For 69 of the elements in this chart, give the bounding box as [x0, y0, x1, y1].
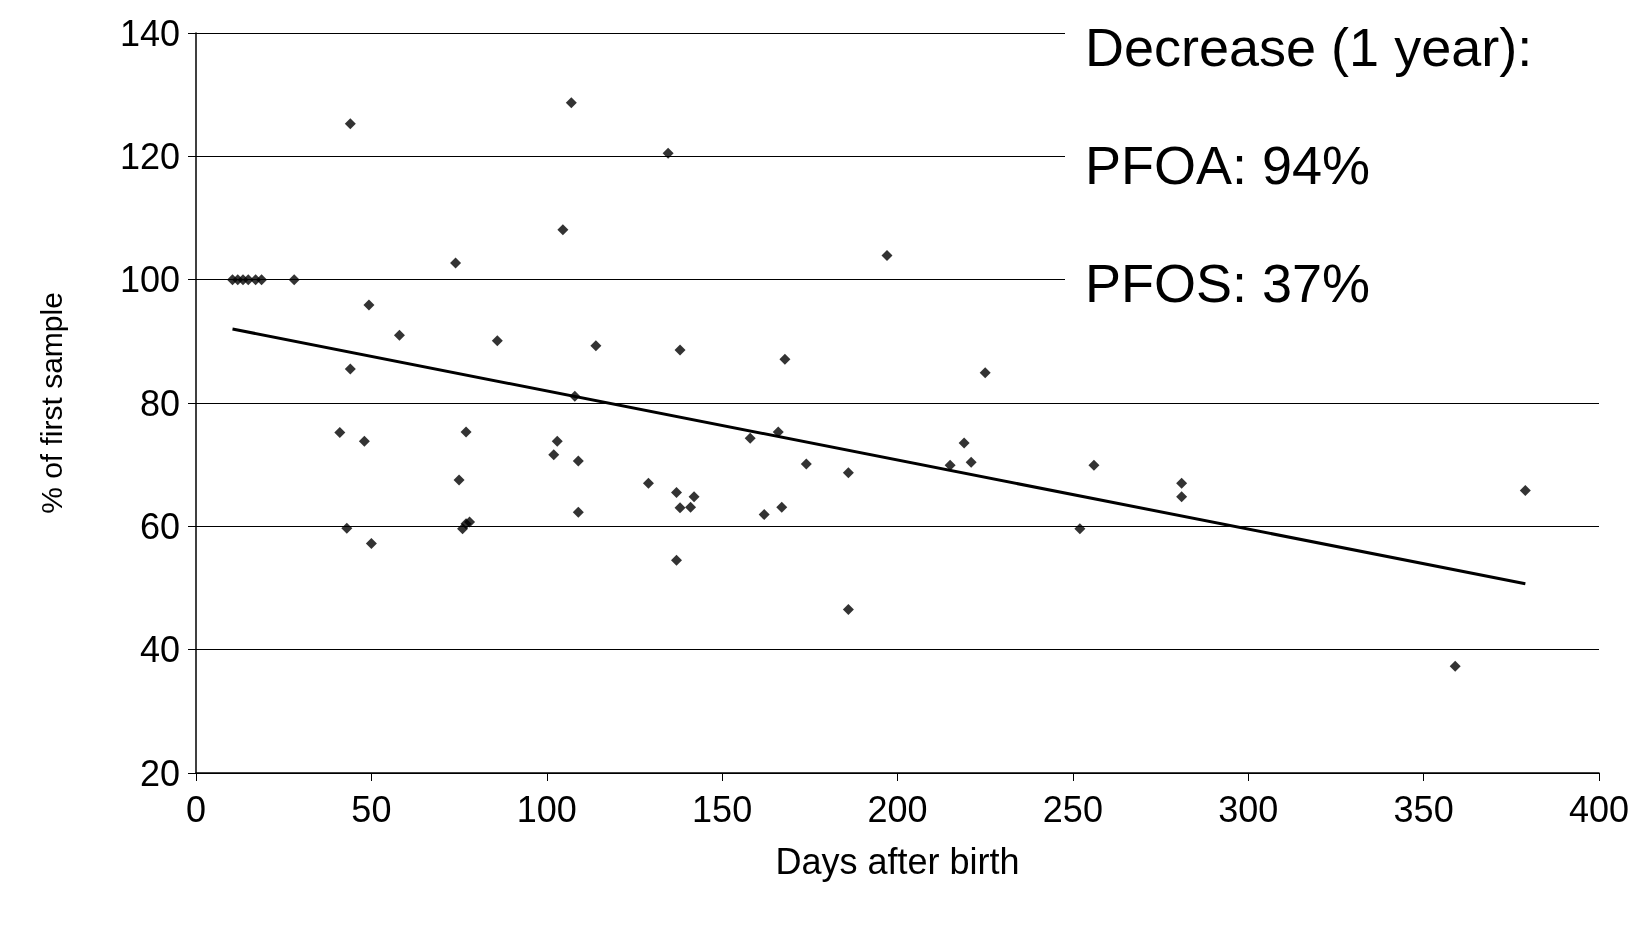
x-tick-label: 150 [692, 788, 753, 830]
point [363, 299, 375, 311]
point [944, 459, 956, 471]
point [460, 426, 472, 438]
point [590, 340, 602, 352]
point [334, 427, 346, 439]
x-tick-label: 200 [867, 788, 928, 830]
point [642, 477, 654, 489]
point [685, 501, 697, 513]
point [1449, 660, 1461, 672]
point [958, 437, 970, 449]
point [288, 274, 300, 286]
point [842, 467, 854, 479]
point [1176, 491, 1188, 503]
point [1088, 459, 1100, 471]
point [464, 516, 476, 528]
x-axis-title: Days after birth [775, 840, 1020, 882]
point [1519, 485, 1531, 497]
point [1074, 523, 1086, 535]
y-tick-label: 120 [119, 135, 180, 177]
y-tick-label: 40 [139, 629, 180, 671]
y-tick-label: 20 [139, 752, 180, 794]
x-tick-label: 400 [1568, 788, 1630, 830]
point [671, 486, 683, 498]
point [393, 329, 405, 341]
point [674, 344, 686, 356]
point [572, 455, 584, 467]
x-tick-label: 250 [1042, 788, 1103, 830]
point [557, 224, 569, 236]
y-tick-label: 140 [119, 12, 180, 54]
annotation: Decrease (1 year): [1085, 17, 1533, 77]
point [965, 456, 977, 468]
x-tick-label: 50 [351, 788, 392, 830]
point [671, 554, 683, 566]
point [744, 432, 756, 444]
point [491, 335, 503, 347]
point [565, 97, 577, 109]
point [674, 502, 686, 514]
point [344, 118, 356, 130]
point [800, 458, 812, 470]
annotation: PFOA: 94% [1085, 135, 1371, 195]
y-tick-label: 100 [119, 259, 180, 301]
point [662, 147, 674, 159]
point [881, 250, 893, 262]
point [842, 604, 854, 616]
point [979, 367, 991, 379]
x-tick-label: 0 [185, 788, 207, 830]
x-tick-label: 350 [1393, 788, 1454, 830]
point [1176, 477, 1188, 489]
point [779, 353, 791, 365]
point [688, 491, 700, 503]
point [358, 435, 370, 447]
point [758, 509, 770, 521]
point [256, 274, 268, 286]
y-tick-label: 60 [139, 505, 180, 547]
point [572, 506, 584, 518]
point [551, 435, 563, 447]
annotation: PFOS: 37% [1085, 253, 1371, 313]
point [548, 449, 560, 461]
x-tick-label: 100 [516, 788, 577, 830]
point [453, 474, 465, 486]
y-tick-label: 80 [139, 382, 180, 424]
point [344, 363, 356, 375]
point [365, 538, 377, 550]
point [450, 257, 462, 269]
point [341, 522, 353, 534]
y-axis-title: % of first sample [34, 292, 68, 514]
x-tick-label: 300 [1218, 788, 1279, 830]
point [776, 501, 788, 513]
